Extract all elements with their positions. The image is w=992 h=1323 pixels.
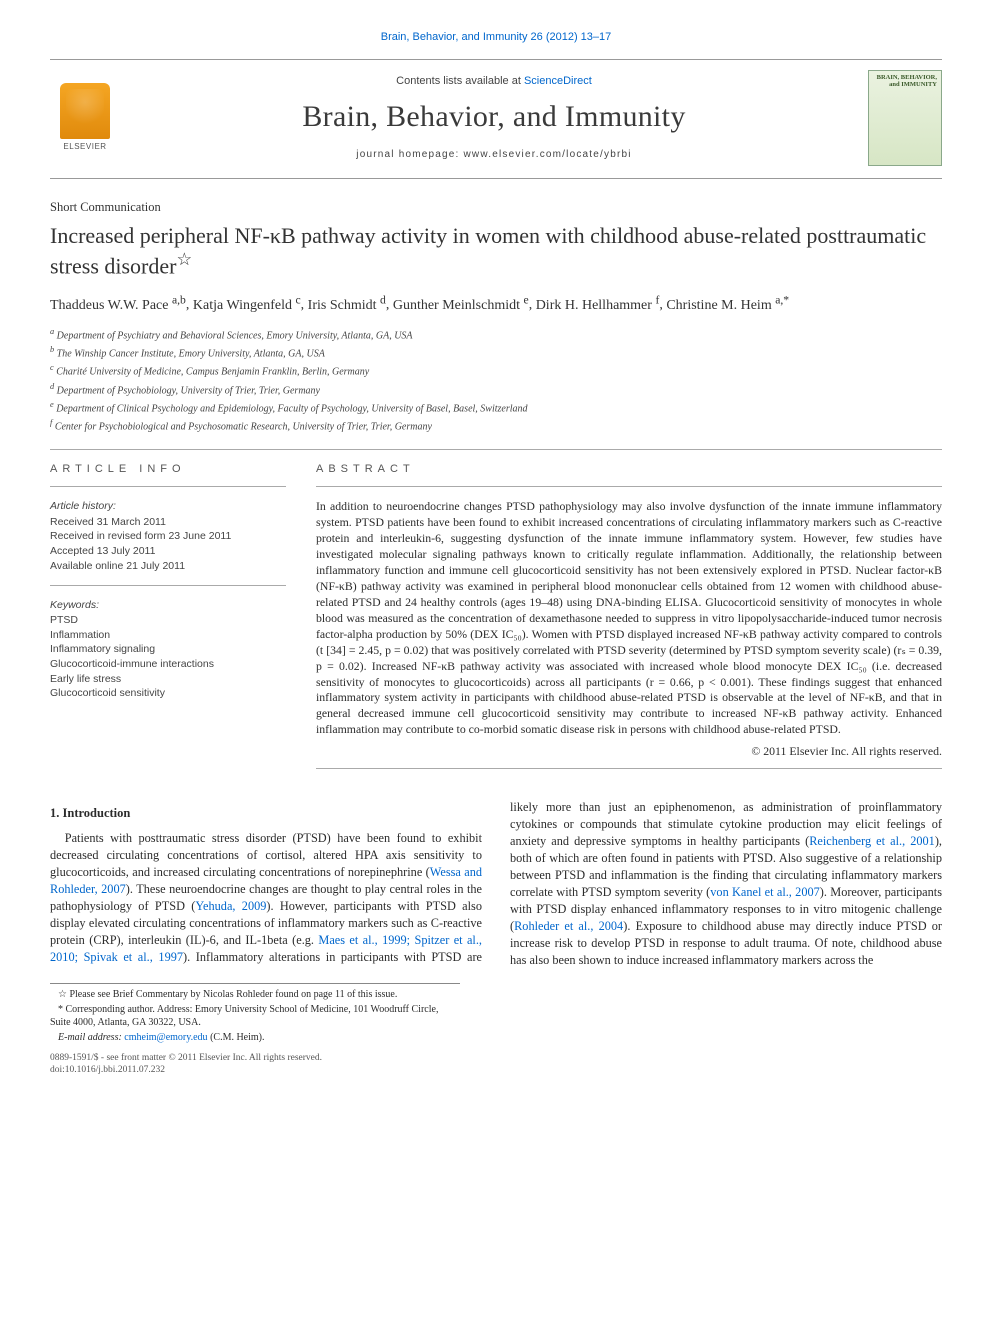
publisher-logo: ELSEVIER [50, 83, 120, 153]
journal-name: Brain, Behavior, and Immunity [120, 97, 868, 138]
keyword-2: Inflammatory signaling [50, 642, 286, 656]
journal-cover-thumb: BRAIN, BEHAVIOR, and IMMUNITY [868, 70, 942, 166]
affiliation-d: d Department of Psychobiology, Universit… [50, 381, 942, 398]
affiliation-a: a Department of Psychiatry and Behaviora… [50, 326, 942, 343]
section-heading: 1. Introduction [50, 805, 482, 822]
info-rule-2 [50, 585, 286, 586]
author-3: Gunther Meinlschmidt e [393, 298, 529, 313]
cover-title: BRAIN, BEHAVIOR, and IMMUNITY [873, 75, 937, 89]
divider-rule [50, 449, 942, 450]
journal-header: ELSEVIER Contents lists available at Sci… [50, 59, 942, 179]
keywords-head: Keywords: [50, 598, 286, 612]
footnote-email: E-mail address: cmheim@emory.edu (C.M. H… [50, 1031, 460, 1044]
author-2: Iris Schmidt d [308, 298, 386, 313]
author-1: Katja Wingenfeld c [193, 298, 301, 313]
ref-link-2[interactable]: Yehuda, 2009 [195, 899, 266, 913]
affiliation-c: c Charité University of Medicine, Campus… [50, 362, 942, 379]
history-head: Article history: [50, 499, 286, 513]
abstract-copyright: © 2011 Elsevier Inc. All rights reserved… [316, 744, 942, 760]
elsevier-tree-icon [60, 83, 110, 139]
contents-prefix: Contents lists available at [396, 75, 524, 87]
history-2: Accepted 13 July 2011 [50, 544, 286, 558]
article-info-head: ARTICLE INFO [50, 462, 286, 477]
keyword-1: Inflammation [50, 628, 286, 642]
author-5: Christine M. Heim a,* [666, 298, 789, 313]
header-center: Contents lists available at ScienceDirec… [120, 74, 868, 161]
body-columns: 1. Introduction Patients with posttrauma… [50, 799, 942, 969]
article-title: Increased peripheral NF-κB pathway activ… [50, 222, 942, 280]
keyword-3: Glucocorticoid-immune interactions [50, 657, 286, 671]
info-rule [50, 486, 286, 487]
issn-line: 0889-1591/$ - see front matter © 2011 El… [50, 1052, 942, 1064]
contents-available-line: Contents lists available at ScienceDirec… [120, 74, 868, 89]
keyword-0: PTSD [50, 613, 286, 627]
abstract-rule [316, 486, 942, 487]
abstract-text: In addition to neuroendocrine changes PT… [316, 499, 942, 738]
history-3: Available online 21 July 2011 [50, 559, 286, 573]
article-info-panel: ARTICLE INFO Article history: Received 3… [50, 462, 286, 782]
ref-link-5[interactable]: von Kanel et al., 2007 [710, 885, 820, 899]
article-type: Short Communication [50, 199, 942, 216]
front-matter-meta: 0889-1591/$ - see front matter © 2011 El… [50, 1052, 942, 1077]
journal-homepage: journal homepage: www.elsevier.com/locat… [120, 148, 868, 162]
article-history: Article history: Received 31 March 2011 … [50, 499, 286, 572]
ref-link-4[interactable]: Reichenberg et al., 2001 [809, 834, 935, 848]
abstract-bottom-rule [316, 768, 942, 769]
publisher-label: ELSEVIER [63, 142, 106, 153]
ref-link-6[interactable]: Rohleder et al., 2004 [514, 919, 623, 933]
affiliation-e: e Department of Clinical Psychology and … [50, 399, 942, 416]
abstract-panel: ABSTRACT In addition to neuroendocrine c… [316, 462, 942, 782]
footnotes: ☆ Please see Brief Commentary by Nicolas… [50, 983, 460, 1044]
history-1: Received in revised form 23 June 2011 [50, 529, 286, 543]
info-abstract-row: ARTICLE INFO Article history: Received 3… [50, 462, 942, 782]
history-0: Received 31 March 2011 [50, 515, 286, 529]
citation-link[interactable]: Brain, Behavior, and Immunity 26 (2012) … [50, 30, 942, 45]
keyword-4: Early life stress [50, 672, 286, 686]
author-0: Thaddeus W.W. Pace a,b [50, 298, 186, 313]
keyword-5: Glucocorticoid sensitivity [50, 686, 286, 700]
author-list: Thaddeus W.W. Pace a,b, Katja Wingenfeld… [50, 292, 942, 316]
doi-line: doi:10.1016/j.bbi.2011.07.232 [50, 1064, 942, 1076]
affiliation-f: f Center for Psychobiological and Psycho… [50, 417, 942, 434]
abstract-head: ABSTRACT [316, 462, 942, 477]
title-footnote-mark: ☆ [176, 249, 192, 269]
email-link[interactable]: cmheim@emory.edu [124, 1032, 207, 1043]
footnote-star: ☆ Please see Brief Commentary by Nicolas… [50, 988, 460, 1001]
affiliations: a Department of Psychiatry and Behaviora… [50, 326, 942, 435]
body-para-1: Patients with posttraumatic stress disor… [50, 799, 942, 969]
author-4: Dirk H. Hellhammer f [536, 298, 660, 313]
keywords-block: Keywords: PTSD Inflammation Inflammatory… [50, 598, 286, 701]
footnote-corresponding: * Corresponding author. Address: Emory U… [50, 1003, 460, 1029]
sciencedirect-link[interactable]: ScienceDirect [524, 75, 592, 87]
affiliation-b: b The Winship Cancer Institute, Emory Un… [50, 344, 942, 361]
